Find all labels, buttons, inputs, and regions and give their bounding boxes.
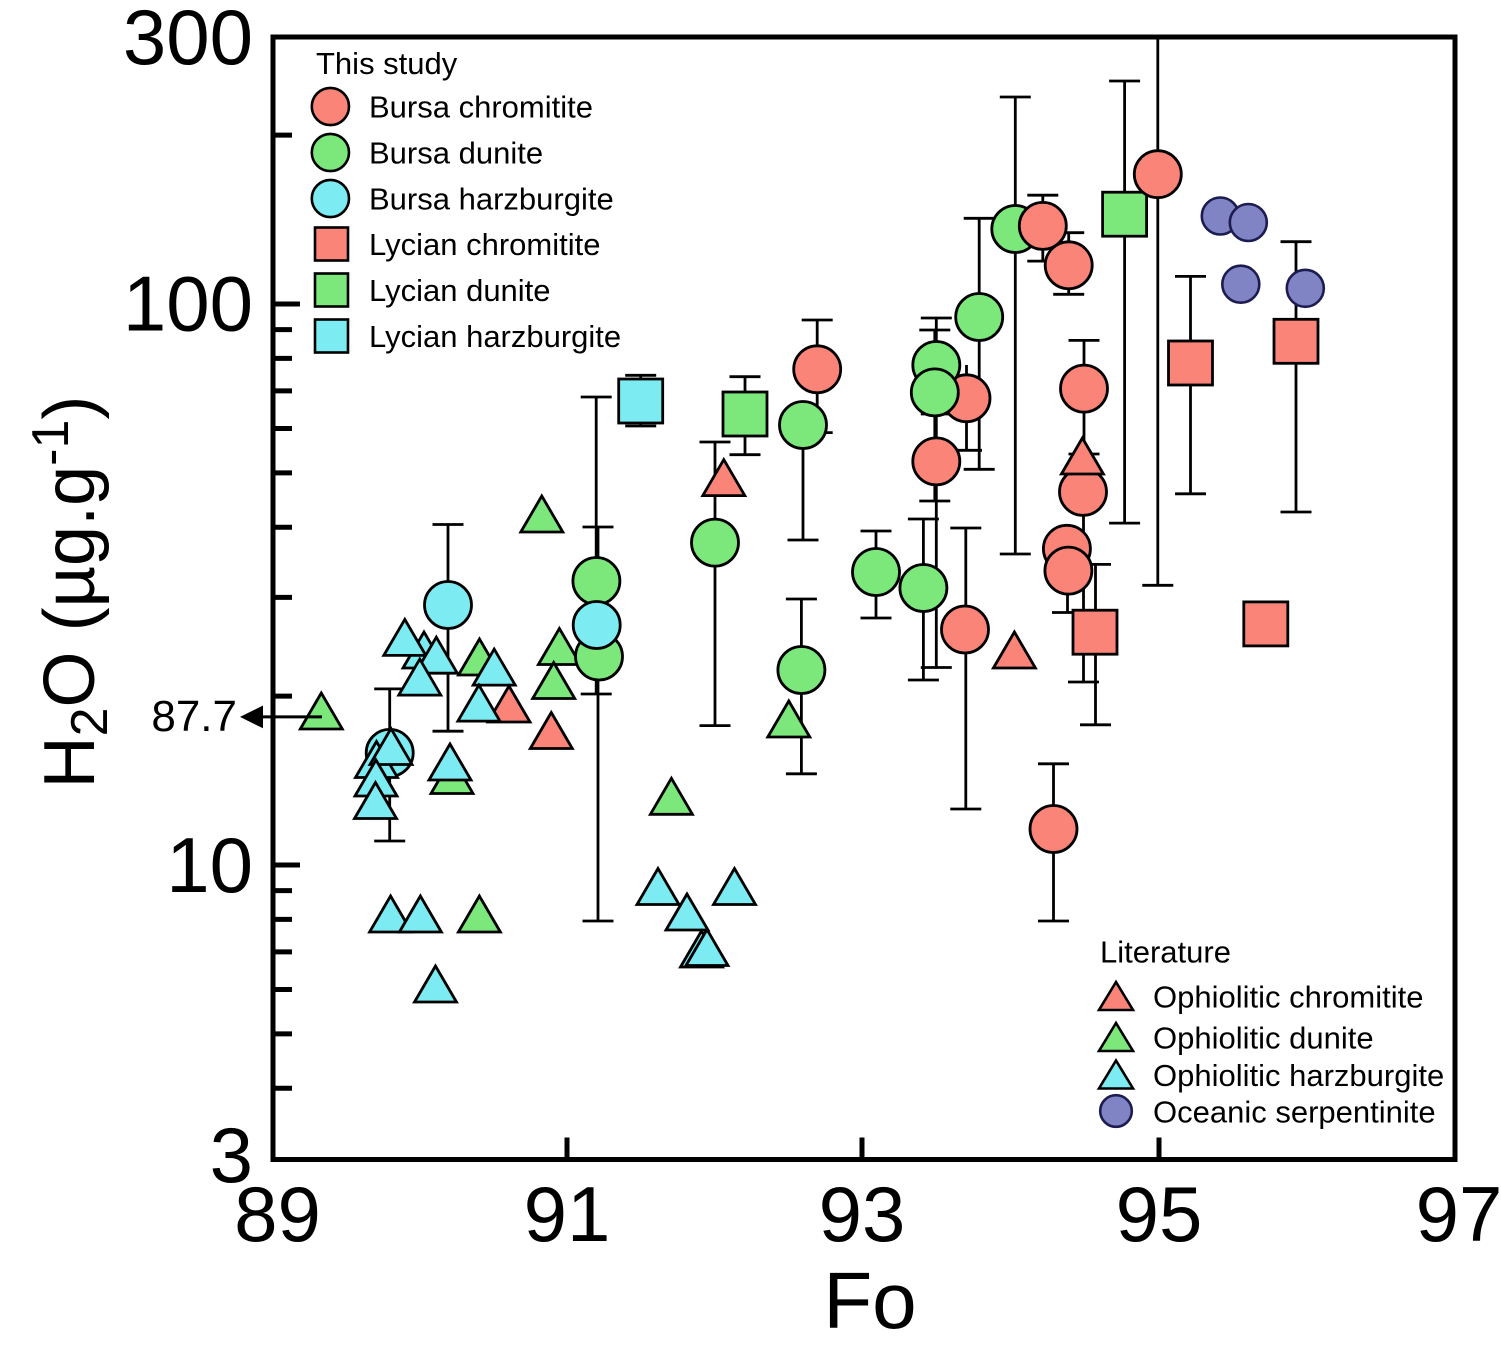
svg-text:Bursa harzburgite: Bursa harzburgite	[369, 182, 614, 217]
svg-text:Bursa chromitite: Bursa chromitite	[369, 90, 593, 125]
svg-text:Lycian harzburgite: Lycian harzburgite	[369, 319, 621, 354]
svg-text:Ophiolitic harzburgite: Ophiolitic harzburgite	[1153, 1058, 1444, 1093]
svg-text:Bursa dunite: Bursa dunite	[369, 136, 543, 171]
svg-text:89: 89	[234, 1170, 321, 1258]
svg-text:91: 91	[524, 1170, 611, 1258]
svg-text:Lycian chromitite: Lycian chromitite	[369, 227, 600, 262]
svg-text:Literature: Literature	[1100, 935, 1231, 970]
svg-text:Ophiolitic chromitite: Ophiolitic chromitite	[1153, 980, 1423, 1015]
svg-text:100: 100	[123, 260, 253, 348]
svg-text:Oceanic serpentinite: Oceanic serpentinite	[1153, 1095, 1436, 1130]
svg-text:This study: This study	[316, 46, 458, 81]
svg-text:Lycian dunite: Lycian dunite	[369, 273, 551, 308]
svg-text:3: 3	[210, 1111, 253, 1199]
svg-text:10: 10	[166, 821, 253, 909]
svg-text:95: 95	[1116, 1170, 1203, 1258]
svg-text:93: 93	[819, 1170, 906, 1258]
svg-text:97: 97	[1416, 1170, 1501, 1258]
svg-text:Ophiolitic dunite: Ophiolitic dunite	[1153, 1021, 1374, 1056]
svg-text:Fo: Fo	[823, 1256, 916, 1345]
svg-text:87.7: 87.7	[151, 692, 237, 741]
svg-text:300: 300	[123, 0, 253, 81]
